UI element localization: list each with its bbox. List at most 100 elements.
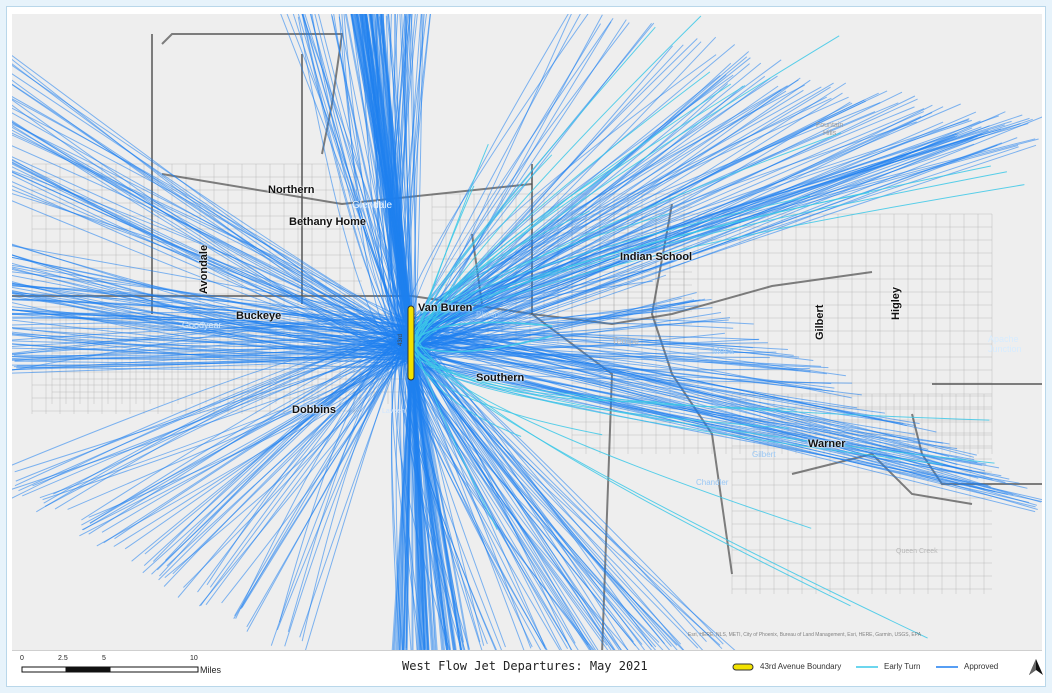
approved-track — [12, 156, 413, 344]
early-turn-track — [411, 171, 1007, 342]
legend-boundary-swatch — [732, 663, 754, 671]
scale-tick-5: 5 — [102, 655, 106, 662]
place-goodyear: Goodyear — [182, 320, 222, 330]
early-turn-track — [411, 184, 1025, 357]
place-queen-creek: Queen Creek — [896, 548, 938, 555]
place-mesa: Mesa — [712, 346, 735, 356]
approved-track — [12, 200, 413, 347]
early-turn-track — [411, 210, 590, 337]
street-label-van-buren: Van Buren — [418, 302, 473, 314]
approved-track — [411, 100, 867, 352]
approved-track — [365, 14, 413, 350]
street-label-indian-school: Indian School — [620, 251, 693, 263]
early-turn-tracks — [411, 15, 1025, 639]
approved-track — [54, 337, 413, 510]
place-laveen: Laveen — [382, 408, 405, 415]
43rd-avenue-boundary — [407, 305, 415, 381]
approved-track — [12, 145, 413, 359]
early-turn-track — [411, 335, 553, 353]
early-turn-track — [411, 342, 995, 464]
approved-track — [411, 111, 1006, 351]
legend-boundary: 43rd Avenue Boundary — [732, 662, 841, 671]
map-title: West Flow Jet Departures: May 2021 — [402, 659, 648, 673]
place-gilbert-town: Gilbert — [752, 450, 776, 459]
early-turn-track — [411, 15, 702, 356]
place-phoenix: Phoenix — [476, 310, 505, 319]
early-turn-track — [411, 195, 811, 335]
place-glendale: Glendale — [352, 200, 393, 211]
early-turn-track — [411, 144, 489, 356]
early-turn-track — [411, 350, 990, 421]
scale-bar: 0 2.5 5 10 Miles — [18, 655, 238, 681]
approved-track — [89, 351, 413, 524]
approved-track — [368, 14, 413, 341]
approved-track — [101, 348, 413, 533]
early-turn-track — [411, 321, 553, 343]
place-chandler: Chandler — [696, 478, 729, 487]
early-turn-track — [411, 344, 943, 465]
approved-track — [12, 84, 413, 340]
scale-tick-0: 0 — [20, 655, 24, 662]
street-label-warner: Warner — [808, 438, 846, 450]
street-label-bethany-home: Bethany Home — [289, 216, 367, 228]
early-turn-track — [411, 132, 841, 352]
street-label-dobbins: Dobbins — [292, 404, 336, 416]
map-footer: 0 2.5 5 10 Miles West Flow Jet Departure… — [12, 650, 1043, 683]
legend-early-turn: Early Turn — [856, 662, 920, 671]
approved-track — [131, 349, 413, 562]
approved-track — [12, 158, 413, 355]
legend-approved: Approved — [936, 662, 998, 671]
place-tempe: Tempe — [612, 336, 640, 346]
early-turn-track — [411, 159, 626, 353]
approved-track — [12, 96, 413, 351]
approved-track — [114, 357, 413, 540]
place-fountain-hills: Fountain Hills — [816, 122, 844, 137]
scale-tick-10: 10 — [190, 655, 198, 662]
flight-tracks-layer — [12, 14, 1042, 650]
approved-track — [12, 64, 413, 325]
early-turn-track — [411, 165, 991, 338]
approved-track — [411, 349, 463, 650]
approved-track — [411, 330, 424, 650]
legend-early-turn-label: Early Turn — [884, 662, 921, 671]
legend-approved-swatch — [936, 666, 958, 668]
early-turn-track — [411, 85, 746, 344]
approved-track — [12, 63, 413, 328]
legend-approved-label: Approved — [964, 662, 999, 671]
approved-track — [14, 344, 413, 473]
street-label-higley: Higley — [890, 286, 902, 320]
approved-track — [14, 335, 413, 487]
approved-track — [411, 111, 977, 351]
place-apache-junction: Apache Junction — [988, 334, 1022, 354]
approved-track — [158, 360, 413, 581]
early-turn-track — [411, 71, 711, 348]
early-turn-track — [411, 154, 553, 345]
highway — [161, 33, 344, 155]
approved-track — [12, 79, 413, 330]
map-canvas[interactable]: Glendale Goodyear Tempe Mesa Fountain Hi… — [12, 14, 1042, 650]
approved-track — [81, 349, 413, 526]
boundary-label: 43rd — [398, 333, 404, 346]
highway — [911, 413, 1042, 485]
scale-bar-graphic — [21, 666, 199, 673]
approved-track — [393, 334, 413, 650]
early-turn-track — [411, 337, 498, 530]
early-turn-track — [411, 26, 656, 330]
legend-early-turn-swatch — [856, 666, 878, 668]
approved-track — [344, 14, 413, 362]
approved-track — [411, 342, 433, 650]
early-turn-track — [411, 347, 522, 437]
early-turn-track — [411, 35, 840, 354]
street-label-southern: Southern — [476, 372, 525, 384]
map-attribution: Esri, HERE, NLS, METI, City of Phoenix, … — [688, 632, 922, 638]
early-turn-track — [411, 338, 812, 529]
approved-track — [411, 116, 1042, 339]
approved-track — [246, 329, 413, 628]
legend-boundary-label: 43rd Avenue Boundary — [760, 662, 842, 671]
approved-track — [411, 114, 1023, 354]
early-turn-track — [411, 340, 928, 639]
street-label-avondale: Avondale — [198, 244, 210, 294]
scale-unit: Miles — [200, 665, 222, 675]
north-arrow-icon — [1029, 659, 1043, 675]
street-label-gilbert: Gilbert — [814, 304, 826, 340]
